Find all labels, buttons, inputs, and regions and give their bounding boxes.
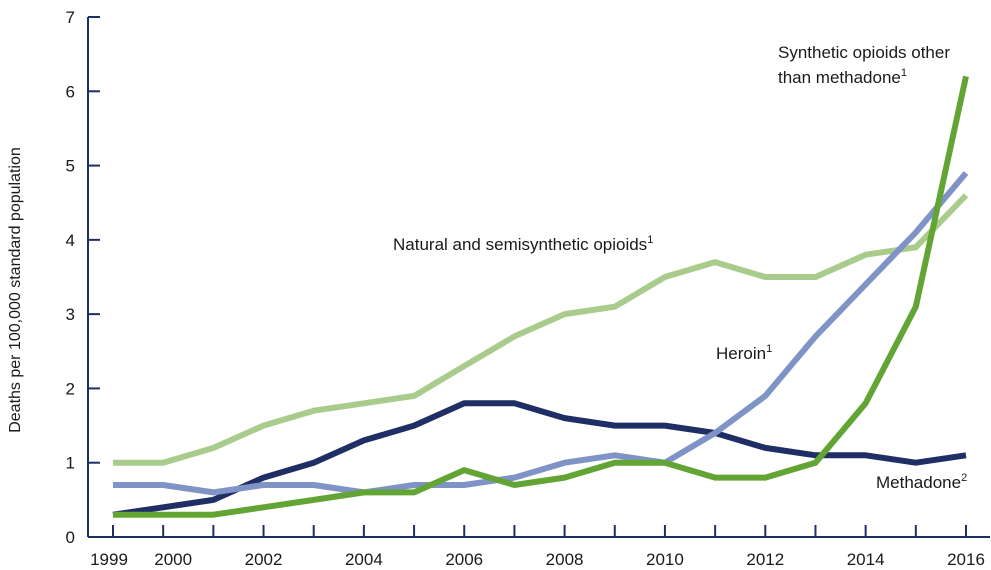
series-line-3 bbox=[113, 75, 969, 518]
annotations: Natural and semisynthetic opioids1 Heroin… bbox=[393, 43, 967, 492]
y-tick-label: 1 bbox=[66, 454, 75, 473]
series-annotation: Synthetic opioids other bbox=[778, 43, 950, 62]
series-annotation: Methadone2 bbox=[876, 472, 967, 492]
series-layer bbox=[112, 75, 969, 518]
y-axis-title: Deaths per 100,000 standard population bbox=[7, 147, 24, 433]
x-tick-label: 2006 bbox=[445, 550, 483, 569]
y-tick-label: 4 bbox=[66, 231, 75, 250]
y-tick-label: 3 bbox=[66, 305, 75, 324]
x-tick-label: 2002 bbox=[245, 550, 283, 569]
series-annotation: Natural and semisynthetic opioids1 bbox=[393, 234, 653, 254]
series-line-0 bbox=[113, 193, 969, 466]
series-line-2 bbox=[113, 171, 969, 496]
x-tick-label: 2010 bbox=[646, 550, 684, 569]
axes: 0 1 2 3 4 5 6 7 1999 2000 2002 2004 2006 2008 2010 2012… bbox=[66, 8, 990, 569]
y-tick-label: 7 bbox=[66, 8, 75, 27]
y-tick-label: 6 bbox=[66, 82, 75, 101]
x-tick-label: 2000 bbox=[154, 550, 192, 569]
series-annotation: than methadone1 bbox=[778, 67, 907, 87]
series-annotation: Heroin1 bbox=[716, 343, 772, 363]
x-tick-label: 2016 bbox=[947, 550, 985, 569]
series-line-1 bbox=[112, 400, 967, 518]
y-tick-label: 0 bbox=[66, 528, 75, 547]
x-tick-label: 2008 bbox=[546, 550, 584, 569]
x-tick-label: 2012 bbox=[746, 550, 784, 569]
y-tick-label: 5 bbox=[66, 157, 75, 176]
x-tick-label: 2014 bbox=[847, 550, 885, 569]
x-tick-label: 1999 bbox=[90, 550, 128, 569]
y-tick-label: 2 bbox=[66, 379, 75, 398]
x-tick-label: 2004 bbox=[345, 550, 383, 569]
